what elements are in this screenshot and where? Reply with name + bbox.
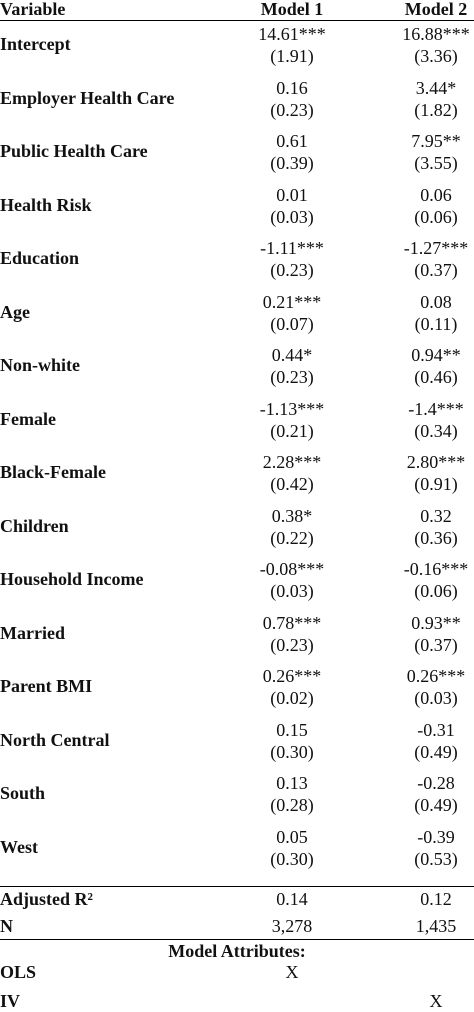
variable-label: North Central: [0, 729, 110, 750]
fit-value: 0.14: [276, 889, 308, 909]
variable-label: Intercept: [0, 34, 71, 54]
header-rule: [0, 20, 474, 21]
coefficient: 0.26***: [406, 666, 466, 686]
std-error: (0.30): [270, 741, 314, 762]
coefficient: -1.4***: [408, 398, 464, 419]
coefficient: -0.08***: [259, 559, 325, 579]
coefficient: 0.05: [276, 826, 308, 847]
coefficient: -1.11***: [260, 238, 324, 258]
fit-value: 0.12: [420, 889, 452, 909]
std-error: (0.53): [414, 848, 458, 869]
variable-label: Age: [0, 301, 30, 322]
coefficient: -0.28: [417, 773, 455, 793]
std-error: (3.55): [414, 153, 458, 173]
variable-label: Black-Female: [0, 462, 106, 482]
std-error: (0.37): [414, 634, 458, 655]
coefficient: 0.26***: [262, 666, 322, 686]
coefficient: 0.01: [276, 184, 308, 205]
coefficient: 7.95**: [411, 131, 461, 151]
std-error: (0.30): [270, 848, 314, 869]
section-title: Model Attributes:: [168, 941, 306, 961]
std-error: (0.46): [414, 367, 458, 387]
std-error: (0.34): [414, 420, 458, 441]
variable-label: Household Income: [0, 569, 144, 589]
variable-label: Education: [0, 248, 80, 268]
coefficient: 0.21***: [262, 291, 322, 312]
std-error: (3.36): [414, 46, 458, 66]
std-error: (0.91): [414, 474, 458, 494]
std-error: (0.03): [414, 688, 458, 708]
std-error: (0.21): [270, 420, 314, 441]
column-header: Variable: [0, 0, 66, 19]
coefficient: -0.39: [417, 826, 455, 847]
coefficient: 2.80***: [406, 452, 466, 472]
std-error: (0.49): [414, 795, 458, 815]
variable-label: Non-white: [0, 355, 80, 375]
coefficient: 0.08: [420, 291, 452, 312]
column-header: Model 2: [404, 0, 468, 19]
std-error: (0.49): [414, 741, 458, 762]
std-error: (0.28): [270, 795, 314, 815]
fit-label: N: [0, 916, 13, 936]
std-error: (1.82): [414, 99, 458, 120]
attribute-mark: X: [429, 991, 443, 1011]
std-error: (0.11): [414, 313, 458, 334]
attribute-label: OLS: [0, 962, 37, 982]
coefficient: 0.93**: [411, 612, 461, 633]
std-error: (0.03): [270, 581, 314, 601]
coefficient: 0.78***: [262, 612, 322, 633]
fit-value: 1,435: [415, 916, 457, 936]
fit-rule: [0, 886, 474, 887]
std-error: (0.23): [270, 99, 314, 120]
std-error: (0.42): [270, 474, 314, 494]
coefficient: 0.32: [420, 505, 452, 526]
std-error: (0.39): [270, 153, 314, 173]
variable-label: Employer Health Care: [0, 87, 175, 108]
coefficient: 0.94**: [411, 345, 461, 365]
fit-value: 3,278: [271, 916, 313, 936]
coefficient: 0.61: [276, 131, 308, 151]
coefficient: 0.06: [420, 184, 452, 205]
std-error: (0.22): [270, 527, 314, 548]
coefficient: -0.16***: [403, 559, 469, 579]
variable-label: South: [0, 783, 46, 803]
fit-label: Adjusted R²: [0, 889, 93, 909]
attributes-rule: [0, 939, 474, 940]
coefficient: 0.13: [276, 773, 308, 793]
std-error: (0.23): [270, 634, 314, 655]
coefficient: 0.15: [276, 719, 308, 740]
attribute-mark: X: [285, 962, 299, 982]
coefficient: 3.44*: [415, 77, 457, 98]
coefficient: 14.61***: [258, 24, 326, 44]
attribute-label: IV: [0, 991, 21, 1011]
std-error: (0.36): [414, 527, 458, 548]
coefficient: 2.28***: [262, 452, 322, 472]
variable-label: West: [0, 836, 38, 857]
variable-label: Children: [0, 515, 69, 536]
variable-label: Married: [0, 622, 65, 643]
coefficient: 0.38*: [271, 505, 313, 526]
variable-label: Parent BMI: [0, 676, 93, 696]
std-error: (0.06): [414, 206, 458, 227]
std-error: (0.23): [270, 260, 314, 280]
column-header: Model 1: [260, 0, 324, 19]
variable-label: Health Risk: [0, 194, 92, 215]
std-error: (0.37): [414, 260, 458, 280]
coefficient: -1.27***: [403, 238, 469, 258]
std-error: (1.91): [270, 46, 314, 66]
std-error: (0.03): [270, 206, 314, 227]
std-error: (0.06): [414, 581, 458, 601]
coefficient: -1.13***: [259, 398, 325, 419]
variable-label: Female: [0, 408, 56, 429]
coefficient: 16.88***: [402, 24, 470, 44]
std-error: (0.07): [270, 313, 314, 334]
std-error: (0.02): [270, 688, 314, 708]
coefficient: -0.31: [417, 719, 455, 740]
std-error: (0.23): [270, 367, 314, 387]
coefficient: 0.16: [276, 77, 308, 98]
variable-label: Public Health Care: [0, 141, 148, 161]
coefficient: 0.44*: [271, 345, 313, 365]
